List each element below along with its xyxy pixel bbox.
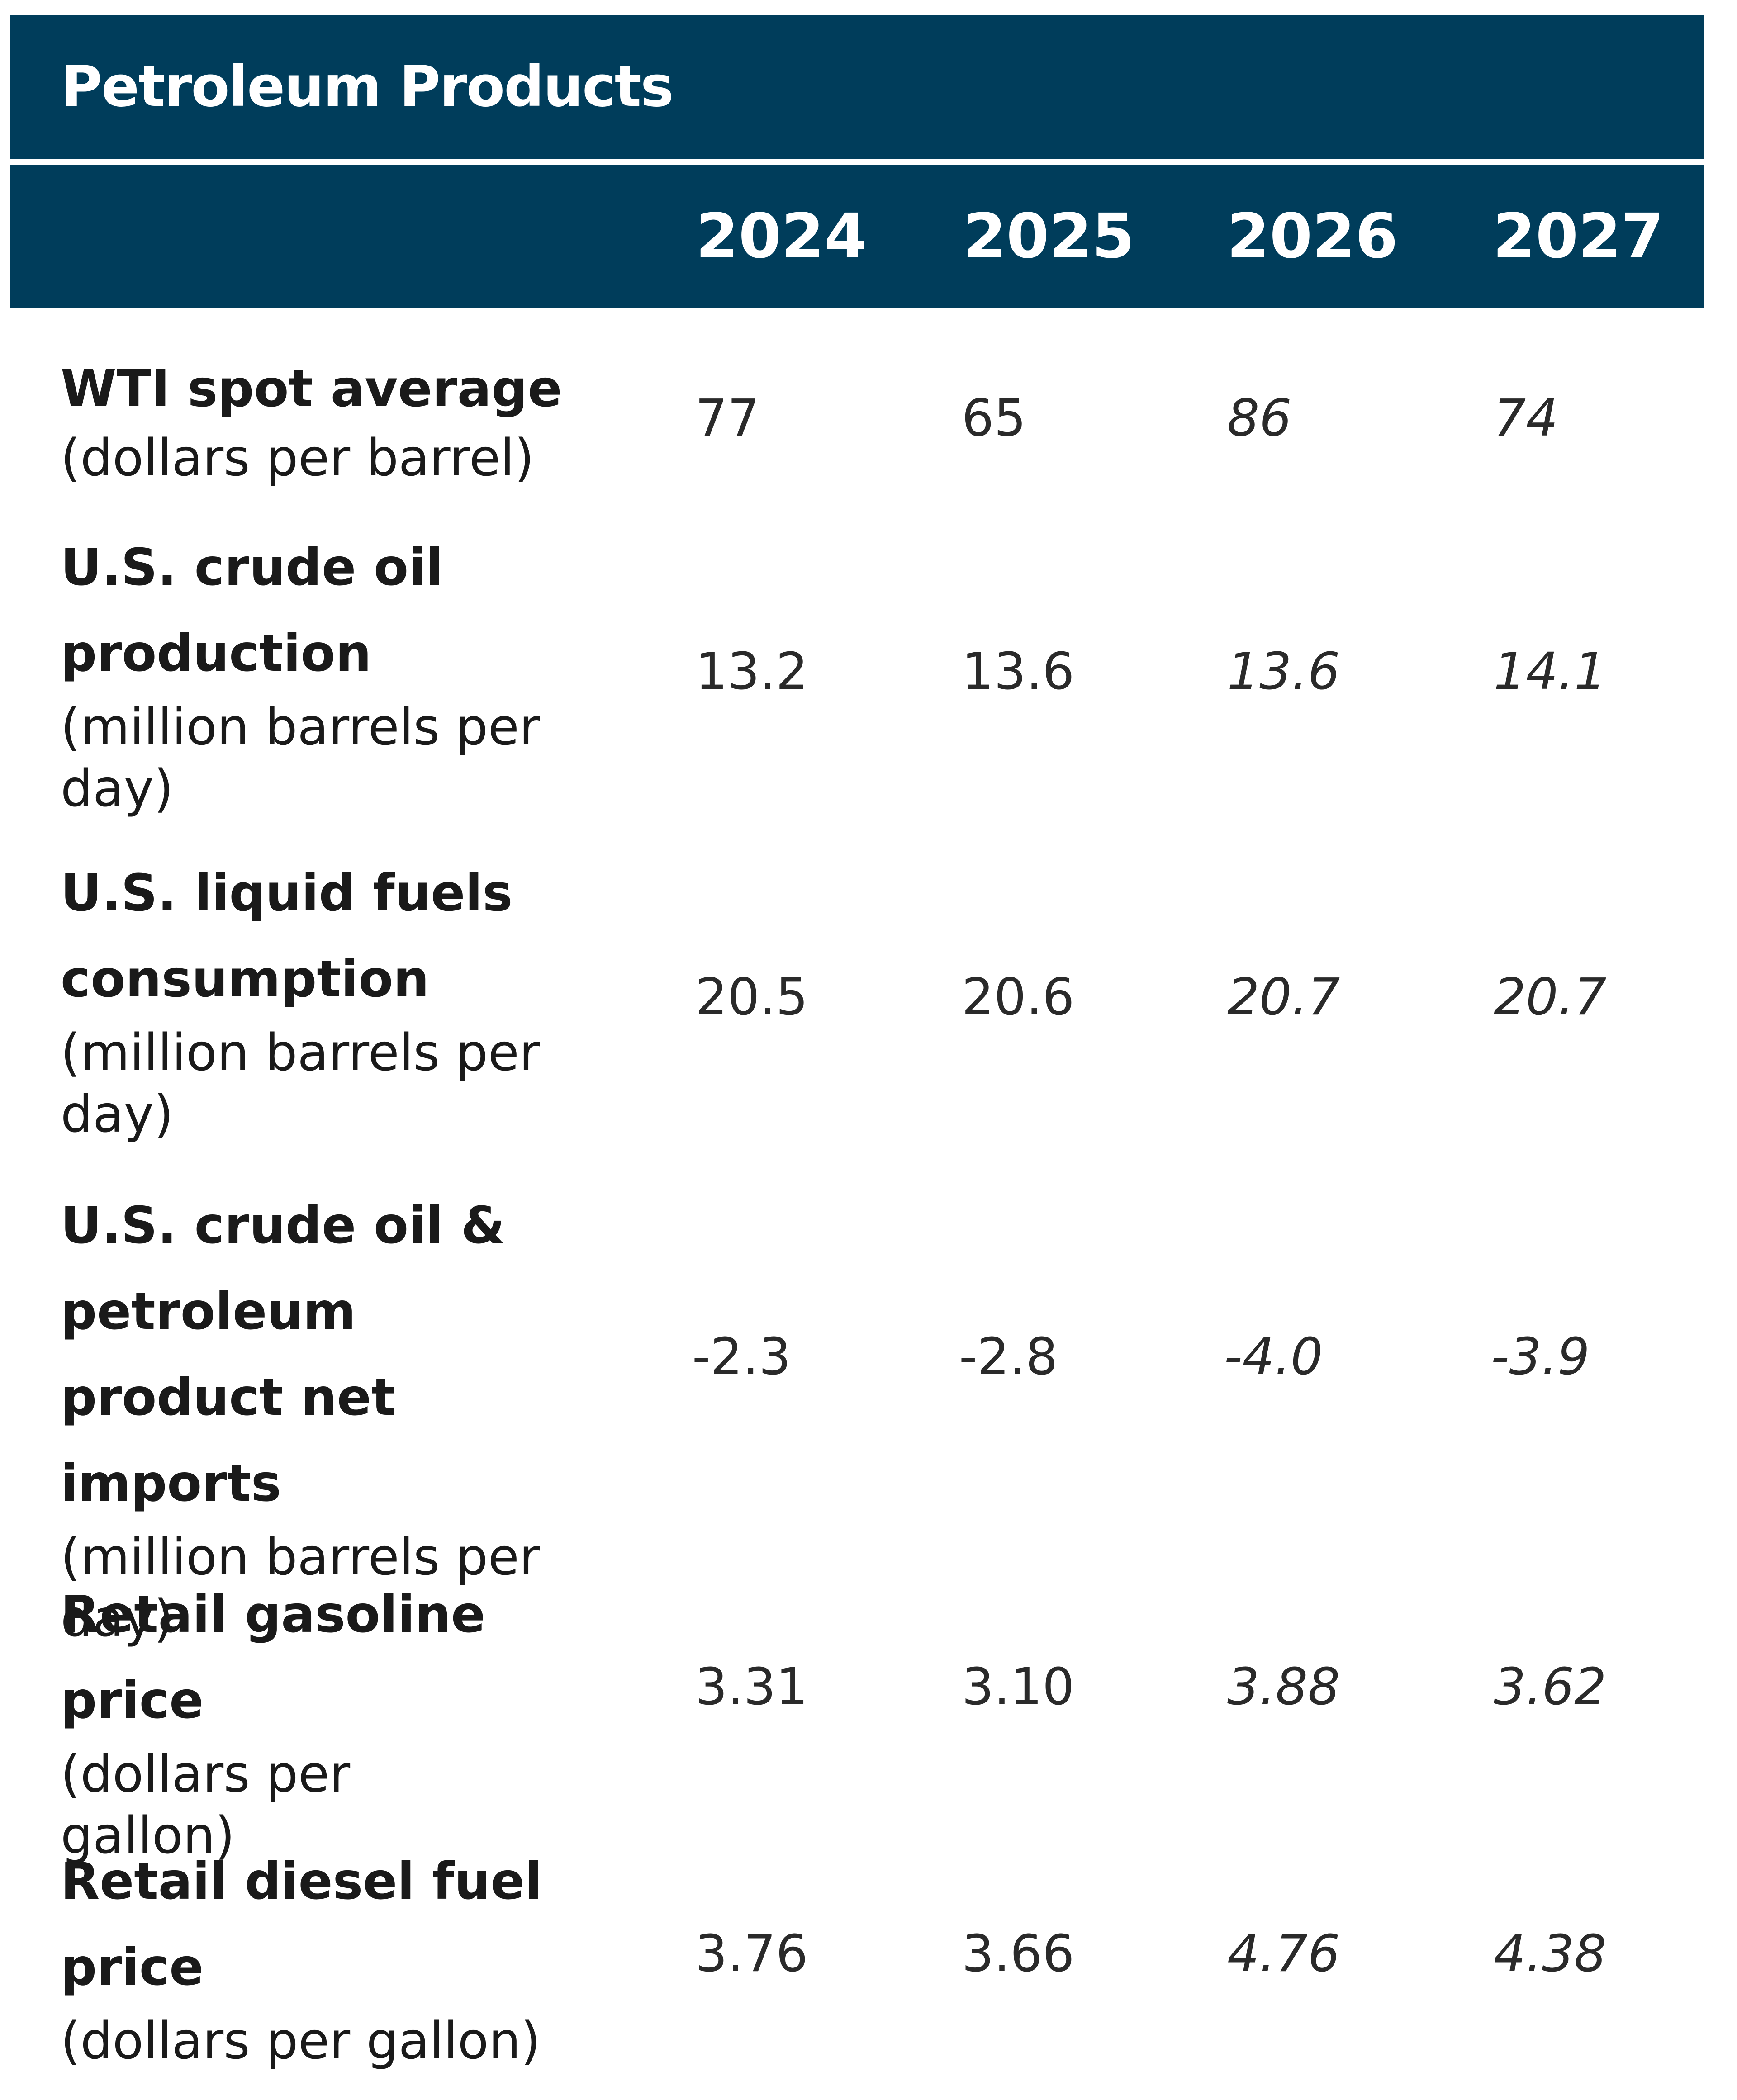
year-header-2025: 2025 [963,201,1135,272]
value-2025: 3.10 [962,1658,1075,1716]
value-2025: 65 [962,389,1026,448]
value-2026: 20.7 [1227,968,1340,1027]
year-header-2027: 2027 [1493,201,1664,272]
value-2024: 77 [695,389,760,448]
value-2024: 13.2 [695,642,808,701]
value-2025: -2.8 [959,1327,1058,1386]
row-label-main: Retail gasoline price [61,1585,485,1730]
year-header-row: 2024 2025 2026 2027 [10,165,1704,308]
value-2027: 74 [1494,389,1558,448]
value-2024: 3.76 [695,1925,808,1983]
value-2024: -2.3 [692,1327,791,1386]
value-2025: 3.66 [962,1925,1075,1983]
value-2026: -4.0 [1224,1327,1323,1386]
year-header-2024: 2024 [696,201,867,272]
value-2027: 4.38 [1494,1925,1607,1983]
row-label-main: U.S. liquid fuels consumption [61,864,513,1009]
row-label: WTI spot average (dollars per barrel) [61,351,612,489]
row-label: U.S. liquid fuels consumption (million b… [61,850,540,1145]
row-label-unit: (million barrels per day) [61,698,540,818]
row-label-unit: (dollars per gallon) [61,1745,351,1865]
row-label: U.S. crude oil & petroleum product net i… [61,1183,576,1650]
table-title-bar: Petroleum Products [10,15,1704,159]
value-2027: 3.62 [1494,1658,1607,1716]
row-label-main: U.S. crude oil & petroleum product net i… [61,1196,505,1513]
value-2025: 20.6 [962,968,1075,1027]
row-label-unit: (dollars per gallon) [61,2012,541,2071]
row-label-main: U.S. crude oil production [61,538,443,683]
row-label: Retail gasoline price (dollars per gallo… [61,1572,540,1867]
row-label-unit: (dollars per barrel) [61,429,534,488]
value-2026: 86 [1227,389,1292,448]
value-2026: 3.88 [1227,1658,1340,1716]
value-2026: 4.76 [1227,1925,1340,1983]
value-2025: 13.6 [962,642,1075,701]
row-label-unit: (million barrels per day) [61,1024,540,1144]
row-label: U.S. crude oil production (million barre… [61,525,540,820]
row-label-unit: (million barrels per day) [61,1528,540,1648]
value-2024: 20.5 [695,968,808,1027]
value-2027: 14.1 [1494,642,1607,701]
value-2024: 3.31 [695,1658,808,1716]
year-header-2026: 2026 [1227,201,1398,272]
table-title: Petroleum Products [61,54,674,119]
row-label: Retail diesel fuel price (dollars per ga… [61,1839,558,2072]
value-2026: 13.6 [1227,642,1340,701]
row-label-main: WTI spot average [61,360,562,418]
value-2027: 20.7 [1494,968,1607,1027]
value-2027: -3.9 [1491,1327,1590,1386]
row-label-main: Retail diesel fuel price [61,1852,542,1997]
